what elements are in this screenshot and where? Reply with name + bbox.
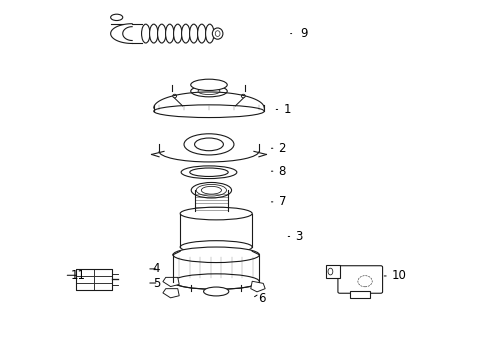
Ellipse shape [111, 14, 122, 21]
Bar [94, 283, 112, 291]
Ellipse shape [197, 24, 206, 43]
Ellipse shape [190, 24, 198, 43]
Text: 3: 3 [295, 230, 303, 243]
Ellipse shape [328, 268, 333, 275]
Polygon shape [163, 289, 179, 298]
Ellipse shape [206, 24, 214, 43]
Text: 10: 10 [392, 270, 407, 283]
Text: 1: 1 [283, 103, 291, 116]
Ellipse shape [173, 247, 259, 262]
Bar [326, 265, 340, 278]
Bar [76, 276, 94, 283]
Bar [350, 291, 370, 298]
Ellipse shape [158, 24, 166, 43]
Ellipse shape [166, 24, 174, 43]
Bar [76, 283, 94, 291]
Ellipse shape [191, 183, 232, 198]
Ellipse shape [190, 168, 228, 176]
Ellipse shape [173, 274, 259, 289]
Ellipse shape [215, 31, 220, 36]
Ellipse shape [180, 241, 252, 253]
Ellipse shape [180, 207, 252, 220]
Text: 9: 9 [300, 27, 308, 40]
Text: 6: 6 [258, 292, 266, 305]
Ellipse shape [149, 24, 158, 43]
Ellipse shape [184, 134, 234, 155]
Text: 8: 8 [279, 165, 286, 178]
Ellipse shape [195, 138, 223, 151]
Bar [76, 269, 112, 291]
Ellipse shape [358, 276, 372, 287]
Polygon shape [163, 277, 179, 287]
Ellipse shape [203, 287, 229, 296]
Ellipse shape [173, 24, 182, 43]
Ellipse shape [182, 24, 190, 43]
Text: 11: 11 [70, 269, 85, 282]
Bar [94, 269, 112, 276]
Ellipse shape [191, 86, 227, 97]
Ellipse shape [212, 28, 223, 39]
Ellipse shape [191, 79, 227, 90]
Bar [94, 276, 112, 283]
Ellipse shape [201, 186, 221, 194]
Ellipse shape [173, 94, 176, 98]
Polygon shape [251, 281, 265, 292]
Text: 4: 4 [153, 262, 160, 275]
Ellipse shape [142, 24, 150, 43]
Ellipse shape [154, 105, 264, 118]
Bar [76, 269, 94, 276]
Ellipse shape [242, 94, 245, 98]
Ellipse shape [181, 166, 237, 179]
FancyBboxPatch shape [338, 266, 383, 293]
Text: 7: 7 [279, 195, 286, 208]
Text: 2: 2 [279, 142, 286, 155]
Ellipse shape [196, 184, 226, 196]
Text: 5: 5 [153, 276, 160, 289]
Ellipse shape [198, 88, 220, 95]
